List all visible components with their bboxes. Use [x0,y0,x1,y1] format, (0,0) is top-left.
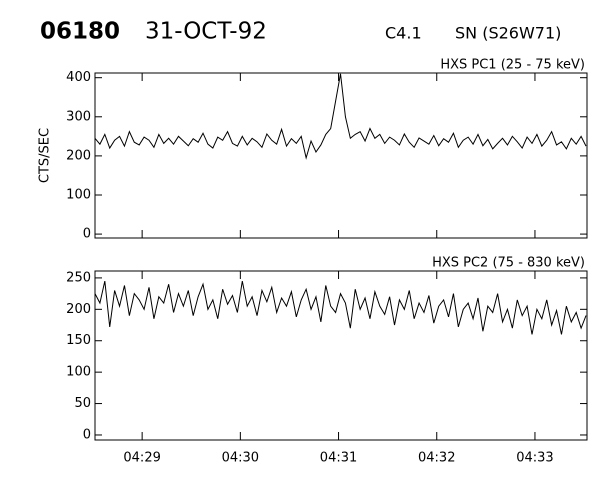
x-tick-label: 04:30 [222,451,259,466]
flare-class: C4.1 [385,24,422,43]
y-axis-label: CTS/SEC [38,128,53,183]
x-tick-label: 04:32 [418,451,455,466]
y-tick-label: 50 [74,396,91,411]
panel-title: HXS PC2 (75 - 830 keV) [432,256,585,271]
data-line [94,73,587,160]
y-tick-label: 200 [66,148,91,163]
location: SN (S26W71) [455,24,561,43]
x-tick-label: 04:29 [123,451,160,466]
y-tick-label: 0 [83,427,91,442]
y-tick-label: 0 [83,227,91,242]
date: 31-OCT-92 [145,19,267,45]
x-tick-label: 04:31 [320,451,357,466]
y-tick-label: 100 [66,187,91,202]
y-tick-label: 100 [66,365,91,380]
y-tick-label: 300 [66,109,91,124]
x-tick-label: 04:33 [516,451,553,466]
y-tick-label: 200 [66,302,91,317]
y-tick-label: 150 [66,333,91,348]
panel-title: HXS PC1 (25 - 75 keV) [440,58,585,73]
data-line [94,280,587,335]
plot-frame [94,270,588,441]
y-tick-label: 250 [66,270,91,285]
plot-frame [94,72,588,239]
y-tick-label: 400 [66,70,91,85]
event-id: 06180 [40,19,120,45]
